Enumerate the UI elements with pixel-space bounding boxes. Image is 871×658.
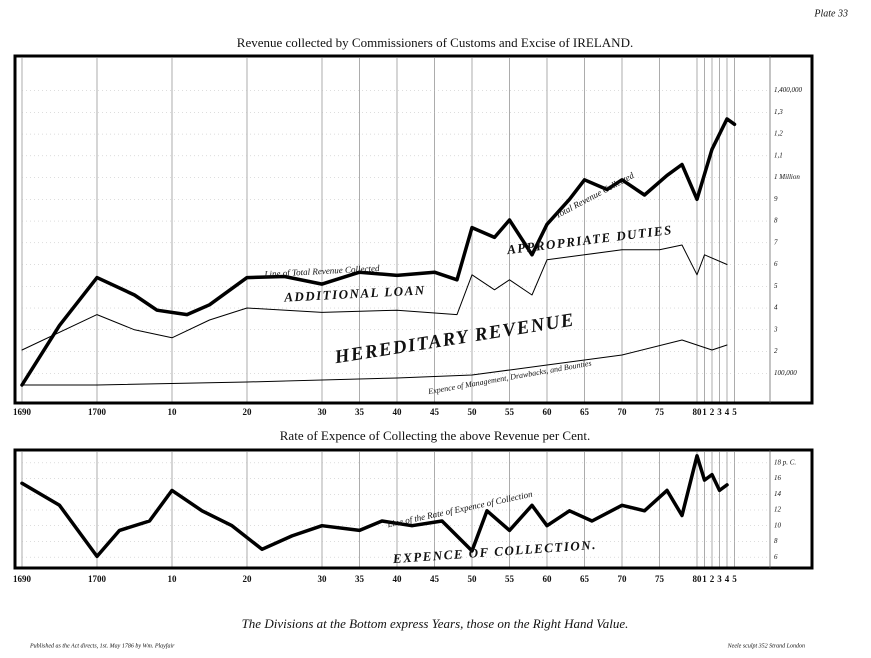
- y-tick-label: 6: [774, 260, 778, 268]
- footer-note: The Divisions at the Bottom express Year…: [242, 616, 629, 631]
- annotation: APPROPRIATE DUTIES: [505, 222, 673, 257]
- y-tick-label: 1,1: [774, 151, 783, 159]
- x-tick-label: 1: [702, 407, 707, 417]
- x-tick-label: 1: [702, 574, 707, 584]
- y-tick-label: 8: [774, 537, 778, 545]
- y-tick-label: 12: [774, 506, 782, 514]
- x-tick-label: 45: [430, 574, 440, 584]
- x-tick-label: 4: [725, 574, 730, 584]
- x-tick-label: 60: [543, 407, 553, 417]
- x-tick-label: 30: [318, 574, 328, 584]
- x-tick-label: 10: [168, 574, 178, 584]
- y-tick-label: 3: [773, 325, 778, 333]
- x-tick-label: 3: [717, 407, 722, 417]
- x-tick-label: 50: [468, 407, 478, 417]
- x-tick-label: 10: [168, 407, 178, 417]
- series-label: Line of the Rate of Expence of Collectio…: [385, 489, 534, 530]
- data-line: [20, 117, 737, 387]
- y-tick-label: 16: [774, 474, 782, 482]
- y-tick-label: 100,000: [774, 369, 797, 377]
- data-line: [20, 454, 729, 559]
- x-tick-label: 80: [693, 574, 703, 584]
- x-tick-label: 65: [580, 574, 590, 584]
- x-tick-label: 50: [468, 574, 478, 584]
- y-tick-label: 1,400,000: [774, 86, 803, 94]
- chart-frame: [13, 54, 814, 405]
- x-tick-label: 65: [580, 407, 590, 417]
- x-tick-label: 60: [543, 574, 553, 584]
- x-tick-label: 20: [243, 574, 253, 584]
- x-tick-label: 1700: [88, 407, 107, 417]
- data-line: [21, 339, 728, 386]
- y-tick-label: 5: [774, 282, 778, 290]
- y-tick-label: 2: [774, 347, 778, 355]
- annotation: ADDITIONAL LOAN: [283, 282, 426, 304]
- x-tick-label: 35: [355, 574, 365, 584]
- y-tick-label: 10: [774, 521, 782, 529]
- y-tick-label: 1,3: [774, 108, 783, 116]
- engraver: Neele sculpt 352 Strand London: [727, 643, 805, 649]
- x-tick-label: 35: [355, 407, 365, 417]
- y-tick-label: 1 Million: [774, 173, 800, 181]
- x-tick-label: 5: [732, 574, 737, 584]
- x-tick-label: 20: [243, 407, 253, 417]
- x-tick-label: 5: [732, 407, 737, 417]
- y-tick-label: 4: [774, 304, 778, 312]
- chart-title: Revenue collected by Commissioners of Cu…: [237, 35, 633, 50]
- x-tick-label: 1690: [13, 574, 32, 584]
- x-tick-label: 2: [710, 574, 715, 584]
- annotation: HEREDITARY REVENUE: [332, 310, 576, 369]
- x-tick-label: 1700: [88, 574, 107, 584]
- publisher: Published as the Act directs, 1st. May 1…: [29, 642, 175, 649]
- x-tick-label: 30: [318, 407, 328, 417]
- x-tick-label: 70: [618, 574, 628, 584]
- y-tick-label: 6: [774, 553, 778, 561]
- chart-frame: [13, 448, 814, 570]
- x-tick-label: 75: [655, 407, 665, 417]
- x-tick-label: 55: [505, 407, 515, 417]
- x-tick-label: 40: [393, 574, 403, 584]
- y-tick-label: 18 p. C.: [774, 458, 796, 466]
- chart-title: Rate of Expence of Collecting the above …: [280, 428, 590, 443]
- x-tick-label: 55: [505, 574, 515, 584]
- y-tick-label: 14: [774, 490, 782, 498]
- x-tick-label: 80: [693, 407, 703, 417]
- y-tick-label: 9: [774, 195, 778, 203]
- x-tick-label: 40: [393, 407, 403, 417]
- x-tick-label: 4: [725, 407, 730, 417]
- data-line: [21, 244, 728, 351]
- y-tick-label: 8: [774, 217, 778, 225]
- y-tick-label: 7: [774, 238, 778, 246]
- x-tick-label: 2: [710, 407, 715, 417]
- x-tick-label: 75: [655, 574, 665, 584]
- x-tick-label: 3: [717, 574, 722, 584]
- plate-number: Plate 33: [813, 8, 848, 19]
- y-tick-label: 1,2: [774, 130, 783, 138]
- x-tick-label: 1690: [13, 407, 32, 417]
- x-tick-label: 45: [430, 407, 440, 417]
- x-tick-label: 70: [618, 407, 628, 417]
